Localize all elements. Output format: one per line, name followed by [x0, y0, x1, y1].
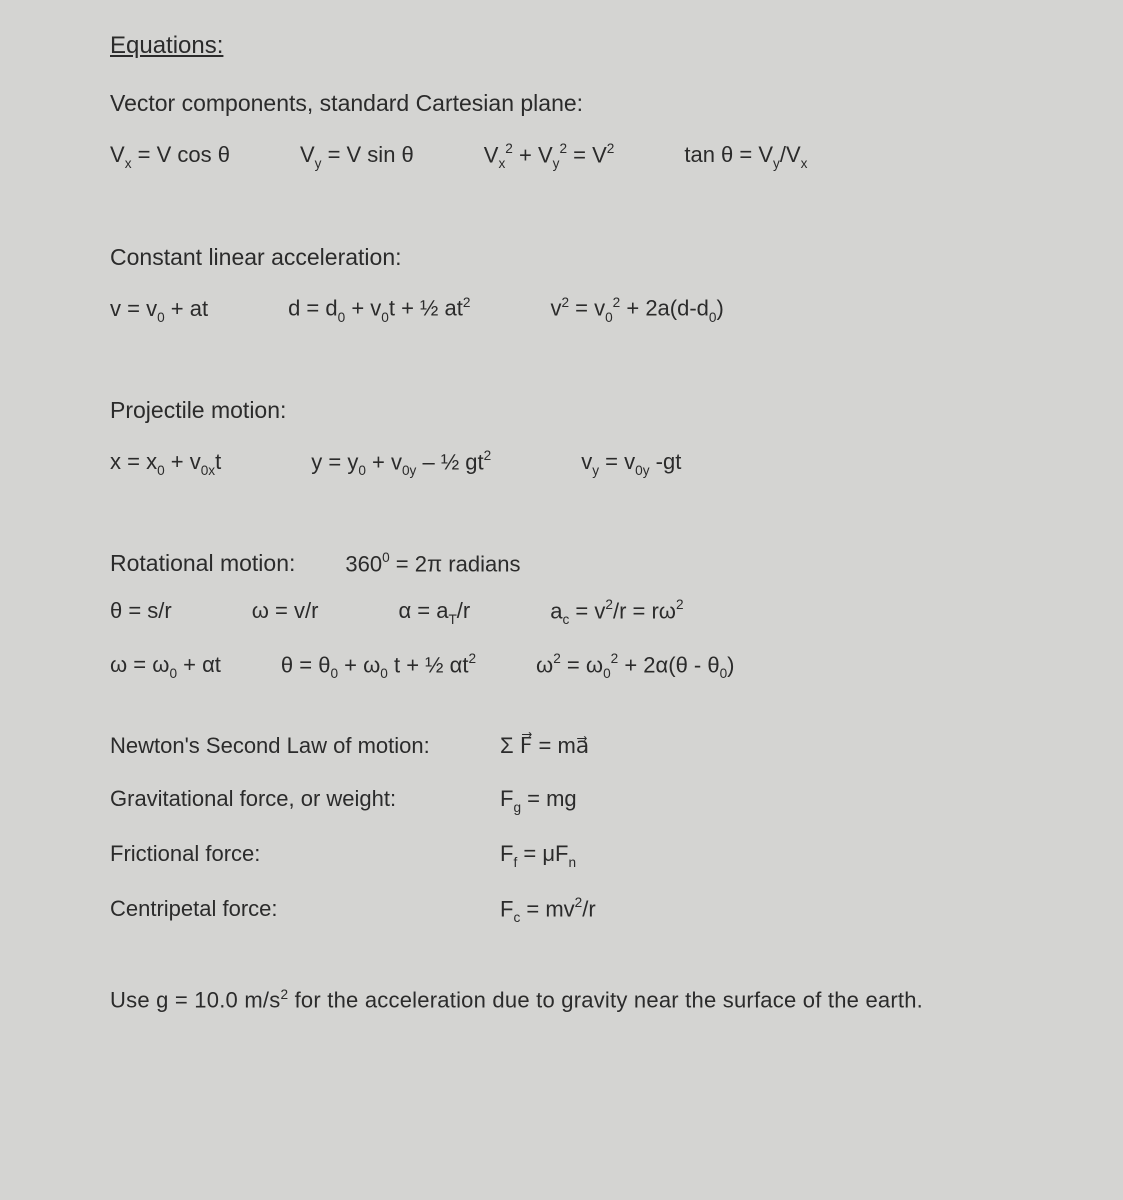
label-centripetal: Centripetal force: — [110, 895, 500, 926]
eq-vmag: Vx2 + Vy2 = V2 — [484, 141, 615, 172]
section-vectors-label: Vector components, standard Cartesian pl… — [110, 89, 1073, 119]
eq-gravity: Fg = mg — [500, 785, 1073, 816]
eq-vx: Vx = V cos θ — [110, 141, 230, 172]
eq-x: x = x0 + v0xt — [110, 448, 221, 479]
eq-omega: ω = v/r — [252, 597, 319, 626]
eq-centripetal: Fc = mv2/r — [500, 895, 1073, 926]
section-linear-equations: v = v0 + at d = d0 + v0t + ½ at2 v2 = v0… — [110, 294, 1073, 325]
eq-v: v = v0 + at — [110, 295, 208, 326]
footnote: Use g = 10.0 m/s2 for the acceleration d… — [110, 986, 1073, 1015]
eq-tan: tan θ = Vy/Vx — [684, 141, 807, 172]
eq-ac: ac = v2/r = rω2 — [550, 597, 683, 628]
eq-vy-proj: vy = v0y -gt — [581, 448, 681, 479]
section-linear-label: Constant linear acceleration: — [110, 243, 1073, 273]
section-projectile-equations: x = x0 + v0xt y = y0 + v0y – ½ gt2 vy = … — [110, 448, 1073, 479]
eq-friction: Ff = μFn — [500, 840, 1073, 871]
section-rotational-header: Rotational motion: 3600 = 2π radians — [110, 549, 1073, 579]
label-newton: Newton's Second Law of motion: — [110, 732, 500, 761]
label-gravity: Gravitational force, or weight: — [110, 785, 500, 816]
section-rotational-label: Rotational motion: — [110, 549, 295, 579]
eq-newton: Σ F⃗ = ma⃗ — [500, 732, 1073, 761]
section-projectile-label: Projectile motion: — [110, 396, 1073, 426]
eq-v2: v2 = v02 + 2a(d-d0) — [550, 294, 723, 325]
eq-theta-t: θ = θ0 + ω0 t + ½ αt2 — [281, 651, 476, 682]
eq-omega2: ω2 = ω02 + 2α(θ - θ0) — [536, 651, 734, 682]
label-friction: Frictional force: — [110, 840, 500, 871]
eq-radians: 3600 = 2π radians — [345, 550, 520, 579]
eq-d: d = d0 + v0t + ½ at2 — [288, 294, 470, 325]
eq-omega-t: ω = ω0 + αt — [110, 651, 221, 682]
eq-y: y = y0 + v0y – ½ gt2 — [311, 448, 491, 479]
section-rotational-row1: θ = s/r ω = v/r α = aT/r ac = v2/r = rω2 — [110, 597, 1073, 628]
section-forces: Newton's Second Law of motion: Σ F⃗ = ma… — [110, 732, 1073, 926]
page-title: Equations: — [110, 30, 1073, 61]
eq-vy: Vy = V sin θ — [300, 141, 414, 172]
eq-alpha: α = aT/r — [398, 597, 470, 628]
eq-theta: θ = s/r — [110, 597, 172, 626]
section-rotational-row2: ω = ω0 + αt θ = θ0 + ω0 t + ½ αt2 ω2 = ω… — [110, 651, 1073, 682]
equations-sheet: Equations: Vector components, standard C… — [0, 0, 1123, 1045]
section-vectors-equations: Vx = V cos θ Vy = V sin θ Vx2 + Vy2 = V2… — [110, 141, 1073, 172]
